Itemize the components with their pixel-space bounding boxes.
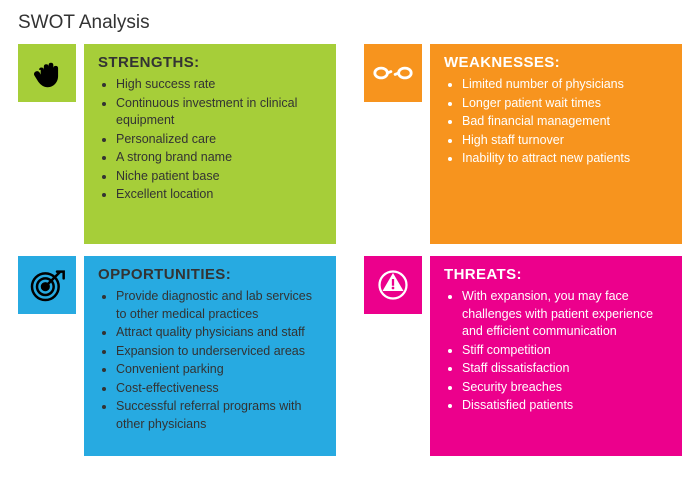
strengths-content: STRENGTHS: High success rateContinuous i… <box>84 44 336 244</box>
threats-heading: THREATS: <box>444 266 670 283</box>
list-item: Excellent location <box>116 186 324 204</box>
page-title: SWOT Analysis <box>18 12 682 34</box>
broken-chain-icon <box>372 61 414 85</box>
weaknesses-list: Limited number of physiciansLonger patie… <box>444 76 670 168</box>
list-item: Convenient parking <box>116 361 324 379</box>
list-item: Dissatisfied patients <box>462 397 670 415</box>
opportunities-list: Provide diagnostic and lab services to o… <box>98 288 324 433</box>
quadrant-strengths: STRENGTHS: High success rateContinuous i… <box>18 44 336 244</box>
list-item: Expansion to underserviced areas <box>116 343 324 361</box>
threats-content: THREATS: With expansion, you may face ch… <box>430 256 682 456</box>
opportunities-heading: OPPORTUNITIES: <box>98 266 324 283</box>
list-item: Longer patient wait times <box>462 95 670 113</box>
list-item: Stiff competition <box>462 342 670 360</box>
quadrant-threats: THREATS: With expansion, you may face ch… <box>364 256 682 456</box>
strengths-list: High success rateContinuous investment i… <box>98 76 324 204</box>
target-arrow-icon <box>27 265 67 305</box>
opportunities-content: OPPORTUNITIES: Provide diagnostic and la… <box>84 256 336 456</box>
threats-icon-box <box>364 256 422 314</box>
weaknesses-heading: WEAKNESSES: <box>444 54 670 71</box>
swot-grid: STRENGTHS: High success rateContinuous i… <box>18 44 682 456</box>
fist-icon <box>28 54 66 92</box>
list-item: Successful referral programs with other … <box>116 398 324 433</box>
list-item: Personalized care <box>116 131 324 149</box>
list-item: Continuous investment in clinical equipm… <box>116 95 324 130</box>
strengths-heading: STRENGTHS: <box>98 54 324 71</box>
threats-list: With expansion, you may face challenges … <box>444 288 670 415</box>
quadrant-weaknesses: WEAKNESSES: Limited number of physicians… <box>364 44 682 244</box>
list-item: Staff dissatisfaction <box>462 360 670 378</box>
list-item: With expansion, you may face challenges … <box>462 288 670 341</box>
quadrant-opportunities: OPPORTUNITIES: Provide diagnostic and la… <box>18 256 336 456</box>
list-item: Attract quality physicians and staff <box>116 324 324 342</box>
list-item: Security breaches <box>462 379 670 397</box>
list-item: Niche patient base <box>116 168 324 186</box>
list-item: Limited number of physicians <box>462 76 670 94</box>
list-item: A strong brand name <box>116 149 324 167</box>
strengths-icon-box <box>18 44 76 102</box>
list-item: Cost-effectiveness <box>116 380 324 398</box>
list-item: High success rate <box>116 76 324 94</box>
weaknesses-content: WEAKNESSES: Limited number of physicians… <box>430 44 682 244</box>
list-item: Provide diagnostic and lab services to o… <box>116 288 324 323</box>
opportunities-icon-box <box>18 256 76 314</box>
warning-icon <box>375 267 411 303</box>
weaknesses-icon-box <box>364 44 422 102</box>
list-item: Inability to attract new patients <box>462 150 670 168</box>
list-item: Bad financial management <box>462 113 670 131</box>
list-item: High staff turnover <box>462 132 670 150</box>
